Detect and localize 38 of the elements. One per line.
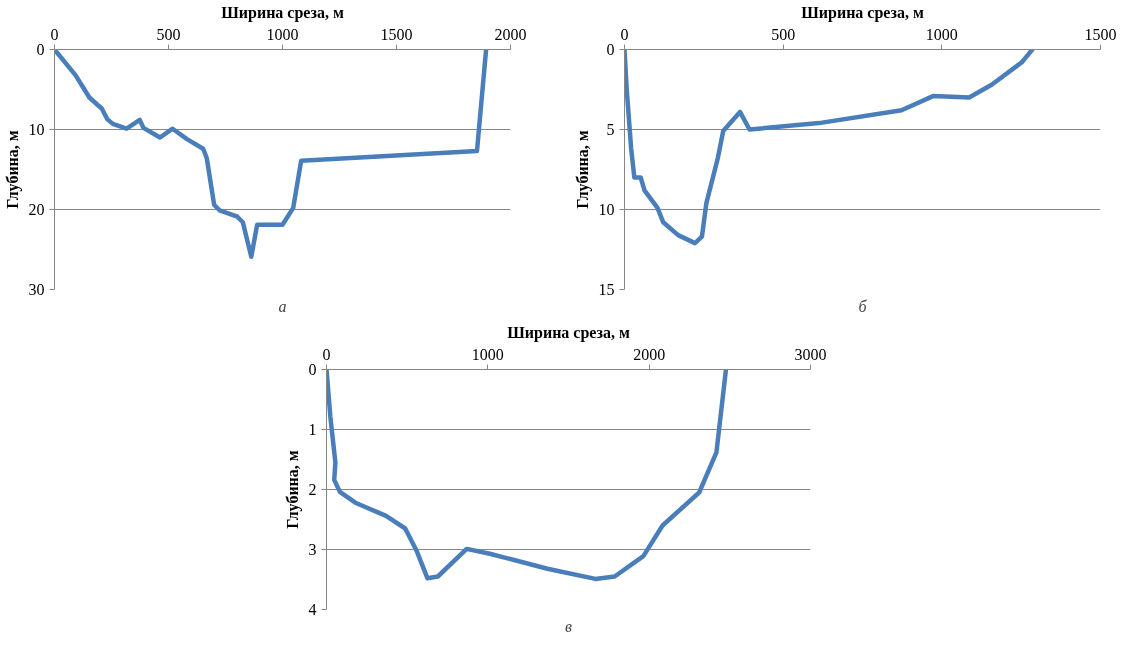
x-axis-title: Ширина среза, м [221, 3, 344, 22]
y-axis-title: Глубина, м [283, 450, 302, 529]
text: а [278, 297, 287, 315]
text: в [565, 617, 573, 635]
y-axis-title: Глубина, м [3, 130, 22, 209]
y-tick-label: 0 [308, 361, 317, 378]
x-tick-label: 500 [771, 25, 796, 43]
x-tick-label: 0 [50, 25, 59, 43]
x-tick-label: 0 [322, 345, 331, 363]
y-axis-title: Глубина, м [573, 130, 592, 209]
x-tick-label: 1500 [1084, 25, 1117, 43]
x-tick-label: 1500 [380, 25, 413, 43]
y-tick-label: 15 [598, 281, 615, 298]
text: б [858, 297, 868, 315]
y-tick-label: 1 [308, 421, 317, 438]
y-tick-label: 5 [606, 121, 615, 138]
x-tick-label: 3000 [794, 345, 827, 363]
line-series [54, 49, 489, 259]
x-tick-label: 500 [156, 25, 181, 43]
line-series [624, 49, 1035, 246]
x-tick-label: 2000 [633, 345, 666, 363]
line-series [326, 369, 729, 582]
x-tick-label: 2000 [494, 25, 527, 43]
y-tick-label: 4 [308, 601, 317, 618]
x-tick-label: 0 [620, 25, 629, 43]
x-tick-label: 1000 [266, 25, 299, 43]
x-axis-title: Ширина среза, м [507, 323, 630, 342]
y-tick-label: 0 [606, 41, 615, 58]
y-tick-label: 3 [308, 541, 317, 558]
y-tick-label: 20 [28, 201, 45, 218]
y-tick-label: 10 [598, 201, 615, 218]
y-tick-label: 10 [28, 121, 45, 138]
y-tick-label: 0 [36, 41, 45, 58]
y-tick-label: 30 [28, 281, 45, 298]
x-tick-label: 1000 [471, 345, 504, 363]
y-tick-label: 2 [308, 481, 317, 498]
x-tick-label: 1000 [925, 25, 958, 43]
x-axis-title: Ширина среза, м [801, 3, 924, 22]
